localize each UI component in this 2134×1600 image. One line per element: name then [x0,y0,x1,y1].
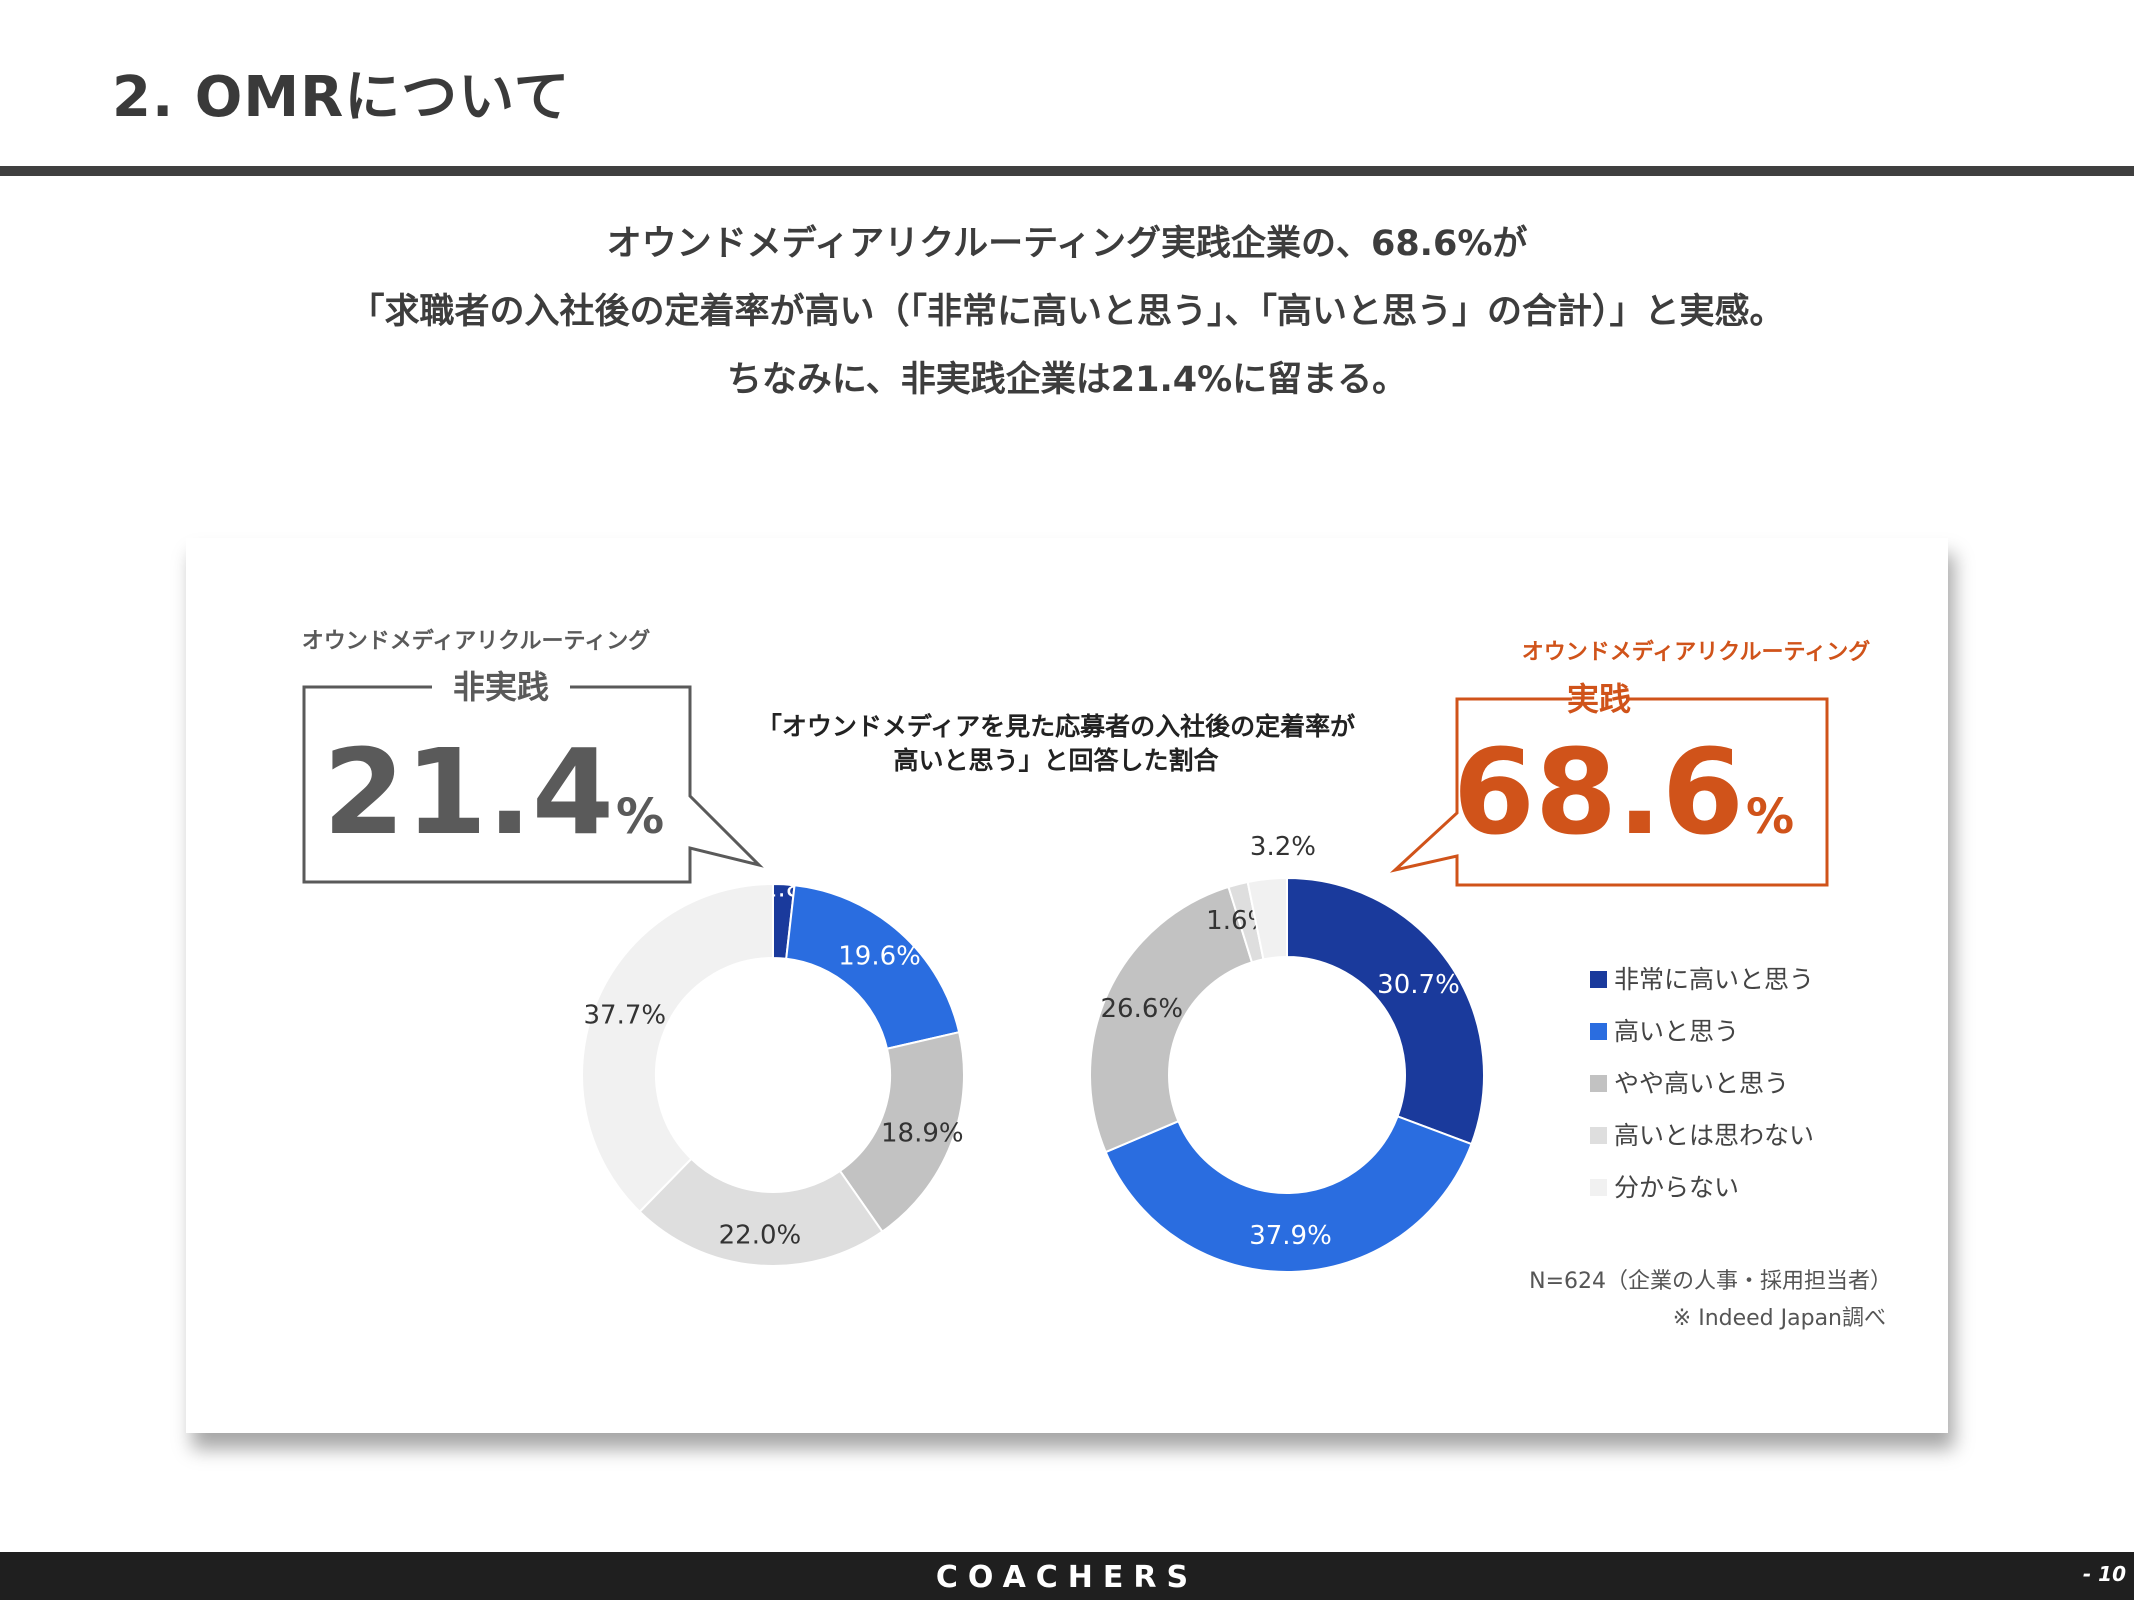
note-sample-size: N=624（企業の人事・採用担当者） [1529,1269,1892,1294]
donut-data-label: 3.2% [1250,832,1316,862]
donut-practice: 30.7%37.9%26.6%1.6%3.2% [1088,832,1485,1273]
chart-title-line-2: 高いと思う」と回答した割合 [893,746,1219,775]
legend-label: 高いとは思わない [1614,1121,1814,1150]
callout-non-practice-value: 21.4 [323,723,614,861]
legend-swatch [1590,1023,1607,1040]
page-number: - 10 [2082,1562,2126,1586]
callout-practice: オウンドメディアリクルーティング 実践 68.6 % [1389,639,1870,887]
donut-data-label: 37.9% [1249,1221,1332,1251]
chart-svg: 「オウンドメディアを見た応募者の入社後の定着率が 高いと思う」と回答した割合 オ… [302,628,1892,1331]
footer-bar: COACHERS - 10 [0,1552,2134,1600]
donut-slice [1104,1115,1473,1273]
legend-label: やや高いと思う [1614,1069,1789,1098]
note-source: ※ Indeed Japan調べ [1673,1306,1886,1331]
donut-slice [1286,876,1485,1146]
legend-label: 非常に高いと思う [1614,965,1814,994]
donut-slice [1088,885,1254,1154]
slide-title: 2. OMRについて [112,65,571,130]
legend-swatch [1590,1127,1607,1144]
donut-data-label: 22.0% [719,1220,802,1250]
donut-data-label: 18.9% [881,1118,964,1148]
legend-label: 分からない [1614,1173,1739,1202]
callout-non-practice-unit: % [616,789,664,845]
legend-swatch [1590,1075,1607,1092]
donut-slice [1246,876,1288,961]
legend-swatch [1590,971,1607,988]
callout-non-practice-label: 非実践 [453,668,549,706]
callout-practice-frame [1389,697,1829,887]
callout-non-practice-caption: オウンドメディアリクルーティング [302,628,650,654]
headline-line-1: オウンドメディアリクルーティング実践企業の、68.6%が [606,224,1528,264]
callout-practice-unit: % [1746,789,1794,845]
callout-non-practice-frame [302,685,764,884]
donut-slice [638,1157,884,1267]
chart-title-line-1: 「オウンドメディアを見た応募者の入社後の定着率が [757,712,1355,741]
headline-line-2: 「求職者の入社後の定着率が高い（「非常に高いと思う」、「高いと思う」の合計）」と… [349,292,1785,332]
headline-line-3: ちなみに、非実践企業は21.4%に留まる。 [726,360,1408,400]
callout-practice-value: 68.6 [1453,723,1744,861]
callout-non-practice: オウンドメディアリクルーティング 非実践 21.4 % [302,628,764,884]
donut-non-practice: 1.8%19.6%18.9%22.0%37.7% [581,873,965,1267]
donut-data-label: 30.7% [1377,970,1460,1000]
footer-brand-logo: COACHERS [935,1560,1199,1595]
donut-data-label: 37.7% [583,1001,666,1031]
donut-data-label: 26.6% [1100,994,1183,1024]
chart-card: 「オウンドメディアを見た応募者の入社後の定着率が 高いと思う」と回答した割合 オ… [186,538,1948,1433]
callout-practice-label: 実践 [1567,680,1631,718]
legend-swatch [1590,1179,1607,1196]
legend-label: 高いと思う [1614,1017,1739,1046]
callout-practice-caption: オウンドメディアリクルーティング [1522,639,1870,665]
donut-slice [785,884,961,1050]
donut-slice [581,882,774,1214]
donut-data-label: 19.6% [838,942,921,972]
title-divider [0,166,2134,176]
